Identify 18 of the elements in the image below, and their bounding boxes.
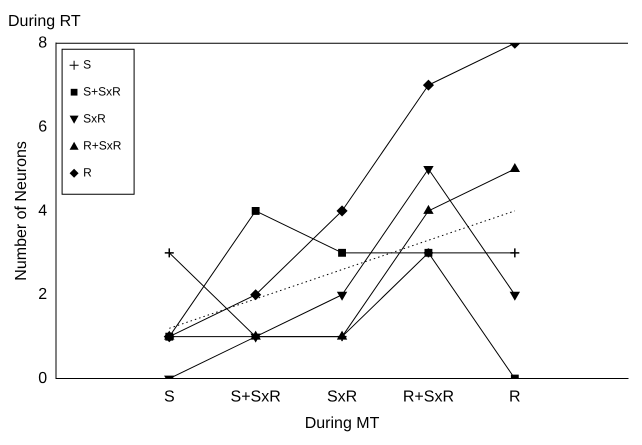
x-tick-label: S	[164, 388, 175, 406]
y-axis-title: Number of Neurons	[13, 141, 30, 281]
y-tick-label: 4	[38, 202, 48, 220]
y-tick-label: 0	[38, 370, 48, 388]
legend-label: SxR	[83, 112, 106, 126]
y-tick-label: 2	[38, 286, 48, 304]
x-axis-title: During MT	[304, 414, 380, 432]
legend-label: R+SxR	[83, 138, 122, 153]
x-tick-label: R	[509, 388, 521, 406]
x-tick-label: SxR	[326, 388, 358, 406]
x-tick-label: S+SxR	[230, 388, 281, 406]
legend-label: S+SxR	[83, 84, 122, 99]
x-tick-label: R+SxR	[402, 388, 454, 406]
chart-title: During RT	[8, 13, 81, 30]
legend-label: R	[83, 166, 92, 180]
y-tick-label: 8	[38, 34, 48, 52]
y-tick-label: 6	[38, 118, 48, 136]
legend-label: S	[83, 58, 92, 72]
